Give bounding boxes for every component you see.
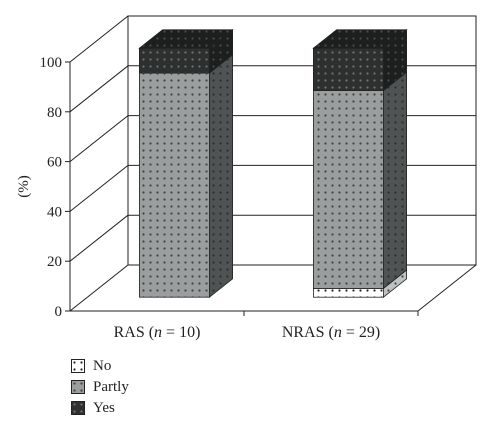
- gridline-diagonal: [69, 214, 129, 262]
- bar-front-yes: [138, 47, 210, 74]
- gridline-diagonal: [69, 264, 129, 312]
- category-label: RAS (n = 10): [114, 324, 201, 341]
- bar-top-yes: [138, 29, 234, 49]
- legend-item-no: No: [71, 357, 111, 375]
- legend-label: Partly: [93, 378, 129, 395]
- category-name: NRAS (: [282, 324, 334, 341]
- floor-right-edge: [417, 264, 477, 312]
- category-name: RAS (: [114, 324, 154, 341]
- bars: [138, 28, 408, 299]
- legend-swatch: [71, 401, 85, 415]
- legend-item-partly: Partly: [71, 378, 129, 396]
- legend-item-yes: Yes: [71, 399, 115, 417]
- bar-front-yes: [312, 47, 384, 91]
- y-tick-label: 100: [40, 55, 63, 71]
- y-tick-label: 20: [47, 254, 62, 270]
- category-label: NRAS (n = 29): [282, 324, 380, 341]
- bar-side-partly: [208, 53, 234, 299]
- legend-swatch: [71, 359, 85, 373]
- gridline-diagonal: [69, 115, 129, 162]
- n-symbol: n: [154, 324, 162, 341]
- y-axis-label: (%): [16, 175, 32, 198]
- y-tick-label: 0: [55, 304, 63, 320]
- category-count: = 29): [342, 324, 380, 341]
- bar-front-no: [312, 288, 384, 298]
- gridline-diagonal: [69, 165, 129, 212]
- legend-label: No: [93, 357, 112, 374]
- y-tick-label: 40: [47, 204, 62, 220]
- y-tick-label: 60: [47, 155, 62, 171]
- legend-swatch: [71, 380, 85, 394]
- x-axis: RAS (n = 10) NRAS (n = 29): [114, 311, 419, 341]
- plot-frame: [69, 15, 477, 312]
- legend-label: Yes: [93, 399, 115, 416]
- gridline-diagonal: [69, 65, 129, 113]
- bar-front-partly: [138, 72, 210, 298]
- y-tick-label: 80: [47, 105, 62, 121]
- bar-side-partly: [382, 71, 408, 290]
- n-symbol: n: [334, 324, 342, 341]
- bar-top-yes: [312, 29, 408, 49]
- category-count: = 10): [162, 324, 200, 341]
- gridline-diagonal: [69, 15, 129, 63]
- bar-front-partly: [312, 90, 384, 289]
